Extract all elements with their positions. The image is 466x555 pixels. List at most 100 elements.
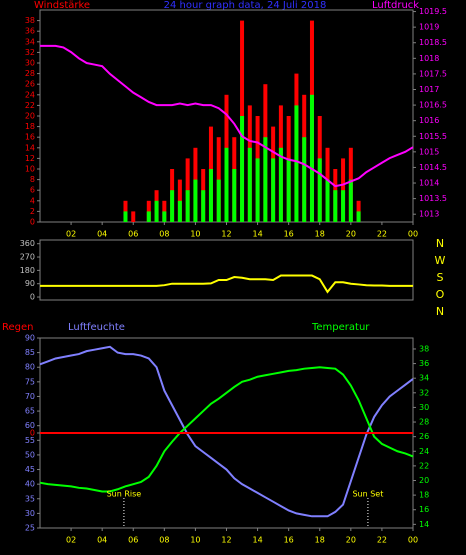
y-tick-label: 65: [25, 407, 35, 416]
bar: [131, 211, 136, 222]
x-tick-label: 22: [377, 230, 387, 239]
bar: [240, 116, 245, 222]
x-tick-label: 20: [346, 230, 356, 239]
x-tick-label: 04: [97, 536, 107, 545]
y-tick-label: 270: [20, 253, 35, 262]
y-tick-label: 50: [25, 450, 35, 459]
bar: [255, 158, 260, 222]
y2-axis-label: Temperatur: [311, 322, 370, 333]
y-axis-label: Luftfeuchte: [68, 322, 125, 333]
x-tick-label: 06: [128, 230, 138, 239]
x-tick-label: 18: [315, 230, 325, 239]
y-tick-label: 18: [25, 122, 35, 131]
y-tick-label: 70: [25, 392, 35, 401]
x-tick-label: 02: [66, 536, 76, 545]
y-tick-label: 0: [30, 429, 35, 438]
x-tick-label: 04: [97, 230, 107, 239]
bar: [177, 200, 182, 222]
y-tick-label: 80: [25, 363, 35, 372]
chart-title: 24 hour graph data, 24 Juli 2018: [164, 0, 327, 11]
y-tick-label: 45: [25, 465, 35, 474]
y-tick-label: 36: [25, 27, 35, 36]
annotation: Sun Rise: [107, 490, 142, 499]
bar: [294, 105, 299, 222]
x-tick-label: 16: [284, 536, 294, 545]
y-tick-label: 20: [25, 112, 35, 121]
y-tick-label: 1015: [419, 147, 439, 156]
bar: [185, 190, 190, 222]
bar: [216, 179, 221, 222]
y-tick-label: 22: [419, 461, 429, 470]
y-tick-label: 0: [30, 293, 35, 302]
y-tick-label: 26: [419, 432, 429, 441]
y-tick-label: 18: [419, 491, 429, 500]
y-tick-label: 40: [25, 480, 35, 489]
bar: [247, 147, 252, 222]
y-tick-label: 38: [419, 344, 429, 353]
y-tick-label: 90: [25, 279, 35, 288]
y-tick-label: 14: [419, 520, 429, 529]
y-tick-label: 1018.5: [419, 38, 447, 47]
x-tick-label: 00: [408, 536, 418, 545]
y-tick-label: 26: [25, 80, 35, 89]
x-tick-label: 12: [221, 536, 231, 545]
bar: [146, 211, 151, 222]
y-tick-label: 32: [25, 48, 35, 57]
bar: [302, 137, 307, 222]
y-tick-label: 55: [25, 436, 35, 445]
y-tick-label: 75: [25, 377, 35, 386]
y-tick-label: 22: [25, 101, 35, 110]
bar: [232, 169, 237, 222]
bar: [348, 179, 353, 222]
y-tick-label: 1014: [419, 179, 439, 188]
y-tick-label: 36: [419, 359, 429, 368]
y-tick-label: 16: [419, 505, 429, 514]
bar: [356, 211, 361, 222]
y-tick-label: 24: [25, 90, 35, 99]
x-tick-label: 06: [128, 536, 138, 545]
y-tick-label: 1015.5: [419, 132, 447, 141]
bar: [263, 137, 268, 222]
y-tick-label: 14: [25, 143, 35, 152]
y-tick-label: 10: [25, 165, 35, 174]
bar: [317, 158, 322, 222]
y-tick-label: 1019: [419, 23, 439, 32]
y-tick-label: 12: [25, 154, 35, 163]
y-tick-label: 0: [30, 218, 35, 227]
y-tick-label: 1016: [419, 116, 439, 125]
y-tick-label: 1017.5: [419, 69, 447, 78]
y-tick-label: 25: [25, 524, 35, 533]
y-tick-label: 30: [25, 59, 35, 68]
bar: [224, 147, 229, 222]
x-tick-label: 20: [346, 536, 356, 545]
x-tick-label: 02: [66, 230, 76, 239]
y-tick-label: 30: [25, 509, 35, 518]
bar: [162, 211, 167, 222]
line: [39, 366, 414, 493]
y-tick-label: 20: [419, 476, 429, 485]
y-tick-label: 35: [25, 494, 35, 503]
y-tick-label: 60: [25, 421, 35, 430]
bar: [154, 200, 159, 222]
x-tick-label: 08: [159, 536, 169, 545]
y-tick-label: 28: [25, 69, 35, 78]
x-tick-label: 22: [377, 536, 387, 545]
bar: [341, 190, 346, 222]
y-axis-label: Windstärke: [34, 0, 90, 11]
y-tick-label: 8: [30, 175, 35, 184]
y2-axis-label: Luftdruck: [372, 0, 419, 11]
y-tick-label: 6: [30, 186, 35, 195]
plot-frame: [39, 239, 414, 301]
x-tick-label: 16: [284, 230, 294, 239]
bar: [309, 94, 314, 222]
y-tick-label: 1017: [419, 85, 439, 94]
direction-label: W: [435, 254, 446, 267]
y-tick-label: 34: [419, 374, 429, 383]
y-tick-label: 1018: [419, 54, 439, 63]
direction-label: S: [437, 271, 444, 284]
y-tick-label: 360: [20, 239, 35, 248]
y-tick-label: 4: [30, 196, 35, 205]
y-tick-label: 28: [419, 418, 429, 427]
